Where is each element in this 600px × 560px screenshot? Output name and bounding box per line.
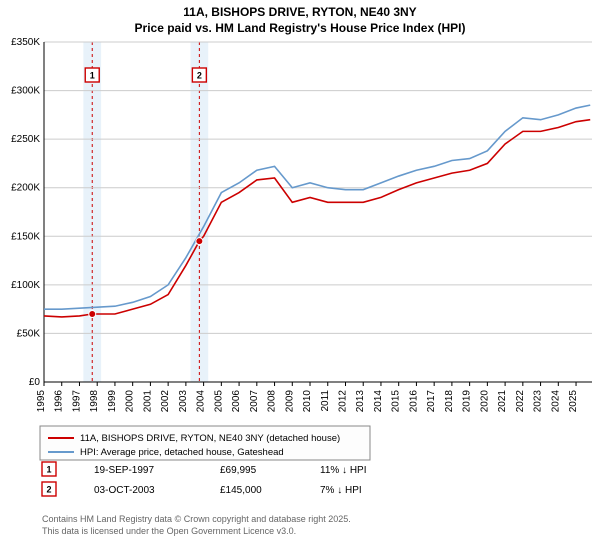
x-tick-label: 2015 — [391, 390, 402, 413]
chart-title: 11A, BISHOPS DRIVE, RYTON, NE40 3NY Pric… — [0, 0, 600, 36]
x-tick-label: 2009 — [284, 390, 295, 413]
x-tick-label: 2020 — [479, 390, 490, 413]
x-tick-label: 2014 — [373, 390, 384, 413]
title-line-2: Price paid vs. HM Land Registry's House … — [0, 20, 600, 36]
y-tick-label: £200K — [11, 183, 40, 194]
tx-table-date: 03-OCT-2003 — [94, 485, 155, 496]
x-tick-label: 2004 — [196, 390, 207, 413]
y-tick-label: £150K — [11, 232, 40, 243]
x-tick-label: 2016 — [408, 390, 419, 413]
x-tick-label: 2000 — [125, 390, 136, 413]
tx-table-date: 19-SEP-1997 — [94, 465, 154, 476]
tx-table-num: 1 — [46, 465, 51, 475]
x-tick-label: 2011 — [320, 390, 331, 412]
x-tick-label: 1998 — [89, 390, 100, 413]
x-tick-label: 1996 — [54, 390, 65, 413]
title-line-1: 11A, BISHOPS DRIVE, RYTON, NE40 3NY — [0, 4, 600, 20]
x-tick-label: 2010 — [302, 390, 313, 413]
transaction-marker-number: 1 — [90, 71, 95, 81]
y-tick-label: £250K — [11, 135, 40, 146]
y-tick-label: £100K — [11, 280, 40, 291]
x-tick-label: 2023 — [533, 390, 544, 413]
legend-label: 11A, BISHOPS DRIVE, RYTON, NE40 3NY (det… — [80, 433, 340, 444]
transaction-marker-dot — [89, 311, 96, 318]
x-tick-label: 2019 — [462, 390, 473, 413]
x-tick-label: 2013 — [355, 390, 366, 413]
x-tick-label: 2021 — [497, 390, 508, 413]
tx-table-delta: 11% ↓ HPI — [320, 465, 367, 476]
x-tick-label: 1995 — [36, 390, 47, 413]
transaction-marker-number: 2 — [197, 71, 202, 81]
transaction-marker-dot — [196, 238, 203, 245]
x-tick-label: 1999 — [107, 390, 118, 413]
y-tick-label: £300K — [11, 86, 40, 97]
footer-text: This data is licensed under the Open Gov… — [42, 526, 296, 536]
x-tick-label: 2022 — [515, 390, 526, 413]
x-tick-label: 2002 — [160, 390, 171, 413]
tx-table-num: 2 — [46, 485, 51, 495]
x-tick-label: 2017 — [426, 390, 437, 413]
legend-label: HPI: Average price, detached house, Gate… — [80, 447, 284, 458]
footer-text: Contains HM Land Registry data © Crown c… — [42, 514, 351, 524]
y-tick-label: £50K — [17, 329, 41, 340]
tx-table-price: £69,995 — [220, 465, 257, 476]
tx-table-price: £145,000 — [220, 485, 262, 496]
x-tick-label: 2018 — [444, 390, 455, 413]
tx-table-delta: 7% ↓ HPI — [320, 485, 362, 496]
x-tick-label: 2003 — [178, 390, 189, 413]
x-tick-label: 1997 — [71, 390, 82, 413]
y-tick-label: £0 — [29, 377, 41, 388]
x-tick-label: 2025 — [568, 390, 579, 413]
x-tick-label: 2005 — [213, 390, 224, 413]
x-tick-label: 2001 — [142, 390, 153, 413]
x-tick-label: 2007 — [249, 390, 260, 413]
x-tick-label: 2008 — [267, 390, 278, 413]
x-tick-label: 2012 — [337, 390, 348, 413]
y-tick-label: £350K — [11, 37, 40, 48]
x-tick-label: 2024 — [550, 390, 561, 413]
x-tick-label: 2006 — [231, 390, 242, 413]
price-chart: £0 £50K £100K £150K £200K £250K £300K £350K 1995… — [0, 36, 600, 556]
